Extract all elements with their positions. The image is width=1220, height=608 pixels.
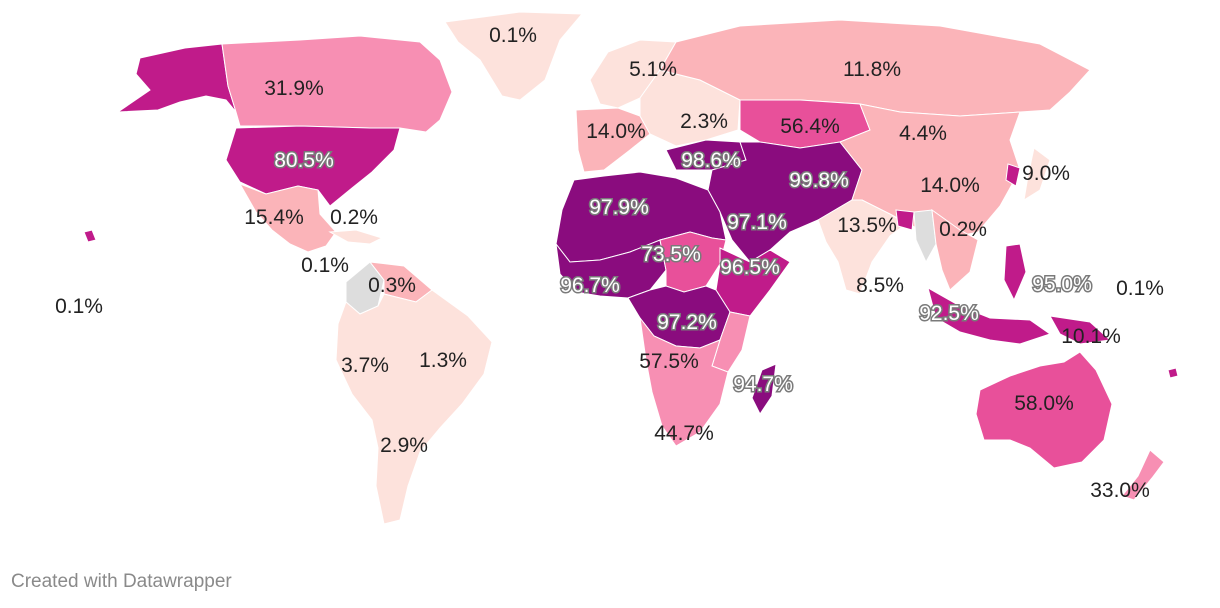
region-chad-sudan [659, 231, 727, 293]
map-label-south-africa: 44.7% [654, 422, 714, 445]
region-alaska [116, 43, 237, 113]
map-label-thailand: 0.2% [939, 218, 987, 241]
map-label-somalia: 96.5% [720, 256, 780, 279]
map-label-turkey: 98.6% [681, 149, 741, 172]
map-label-australia: 58.0% [1014, 392, 1074, 415]
region-southeast-asia [931, 208, 979, 291]
region-west-africa [555, 239, 667, 299]
map-label-western-europe: 14.0% [586, 120, 646, 143]
map-label-png: 10.1% [1061, 325, 1121, 348]
map-label-canada: 31.9% [264, 77, 324, 100]
map-label-russia: 11.8% [843, 58, 901, 81]
map-label-north-africa: 97.9% [589, 196, 649, 219]
region-hawaii [83, 229, 97, 243]
region-south-america [335, 289, 493, 525]
map-label-japan: 9.0% [1022, 162, 1070, 185]
region-mexico [238, 183, 337, 253]
map-label-angola: 57.5% [639, 350, 699, 373]
region-japan [1023, 147, 1051, 202]
map-label-bangladesh: 13.5% [837, 214, 897, 237]
world-map: 0.1% 31.9% 80.5% 15.4% 0.2% 0.1% 0.1% 0.… [55, 11, 1179, 525]
map-label-iran: 99.8% [789, 169, 849, 192]
credit-text: Created with Datawrapper [11, 571, 232, 592]
map-label-egypt: 97.1% [727, 211, 787, 234]
map-label-india: 8.5% [856, 274, 904, 297]
map-label-colombia: 0.3% [368, 274, 416, 297]
map-label-brazil: 1.3% [419, 349, 467, 372]
map-label-west-africa: 96.7% [560, 274, 620, 297]
map-label-mexico: 15.4% [244, 206, 304, 229]
region-myanmar [913, 209, 937, 264]
region-philippines [1003, 243, 1027, 302]
region-western-europe [575, 107, 651, 173]
region-canada [221, 35, 453, 133]
region-greenland [444, 11, 584, 101]
map-label-indonesia: 92.5% [919, 302, 979, 325]
region-caribbean [328, 229, 384, 245]
map-label-central-america: 0.1% [301, 254, 349, 277]
region-pacific-islands [1167, 367, 1179, 379]
region-usa [225, 125, 401, 207]
map-label-usa: 80.5% [274, 149, 334, 172]
map-label-new-zealand: 33.0% [1090, 479, 1150, 502]
region-southern-africa [639, 316, 729, 447]
map-label-argentina: 2.9% [380, 434, 428, 457]
map-label-greenland: 0.1% [489, 24, 537, 47]
map-label-chad: 73.5% [641, 243, 701, 266]
map-label-cuba: 0.2% [330, 206, 378, 229]
region-png [1049, 315, 1112, 345]
map-label-pacific: 0.1% [55, 295, 103, 318]
map-label-drc: 97.2% [657, 311, 717, 334]
map-label-micronesia: 0.1% [1116, 277, 1164, 300]
map-label-peru: 3.7% [341, 354, 389, 377]
map-label-mongolia: 4.4% [899, 122, 947, 145]
region-new-zealand [1121, 449, 1165, 501]
region-korea [1005, 163, 1021, 187]
map-label-madagascar: 94.7% [733, 373, 793, 396]
region-horn-of-africa [715, 247, 791, 317]
map-label-philippines: 95.0% [1032, 273, 1092, 296]
region-madagascar [751, 363, 777, 415]
region-australia [975, 351, 1113, 469]
map-label-china: 14.0% [920, 174, 980, 197]
region-india [817, 199, 907, 295]
region-indonesia [927, 286, 1052, 345]
map-label-eastern-europe: 2.3% [680, 110, 728, 133]
region-bangladesh [895, 209, 915, 231]
map-label-scandinavia: 5.1% [629, 58, 677, 81]
map-label-kazakhstan: 56.4% [780, 115, 840, 138]
